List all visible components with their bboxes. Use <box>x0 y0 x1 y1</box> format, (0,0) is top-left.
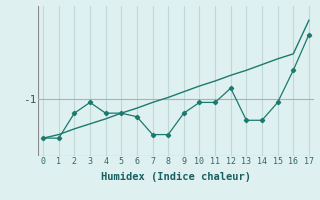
X-axis label: Humidex (Indice chaleur): Humidex (Indice chaleur) <box>101 172 251 182</box>
